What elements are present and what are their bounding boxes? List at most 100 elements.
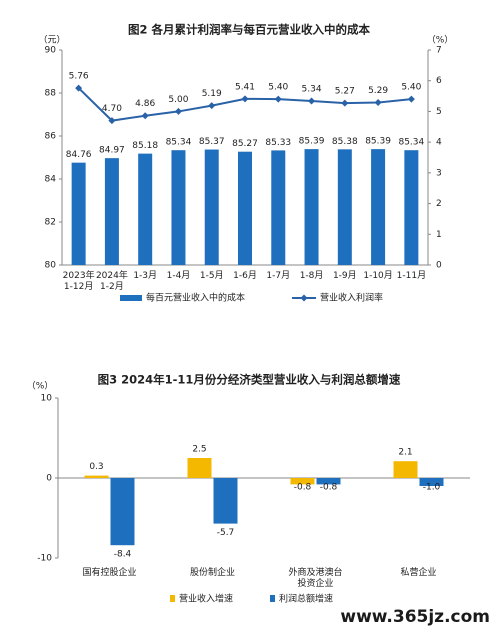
x-tick-label: 2024年 1-2月 (96, 269, 128, 292)
data-label: 0.3 (89, 462, 103, 472)
bar (337, 149, 352, 265)
y2-tick-label: 4 (436, 138, 442, 148)
y2-tick-label: 5 (436, 107, 442, 117)
marker (174, 107, 182, 115)
data-label: 85.34 (166, 138, 192, 148)
y2-tick-label: 2 (436, 199, 442, 209)
chart-title: 图3 2024年1-11月份分经济类型营业收入与利润总额增速 (98, 373, 401, 387)
x-tick-label: 股份制企业 (190, 566, 235, 578)
y-tick-label: 80 (45, 261, 57, 271)
marker (308, 97, 316, 105)
marker (374, 99, 382, 107)
bar (419, 478, 444, 486)
y-tick-label: 86 (45, 132, 57, 142)
data-label: 85.37 (199, 137, 225, 147)
y2-tick-label: 6 (436, 76, 442, 86)
data-label: 5.29 (368, 86, 388, 96)
marker (241, 95, 249, 103)
legend-swatch (300, 294, 308, 302)
y-tick-label: 0 (46, 474, 52, 484)
bar (171, 150, 186, 265)
y-tick-label: 10 (41, 394, 53, 404)
y-tick-label: 90 (45, 46, 57, 56)
data-label: 5.27 (335, 87, 355, 97)
bar (204, 149, 219, 265)
marker (341, 99, 349, 107)
y-tick-label: 84 (45, 175, 57, 185)
x-tick-label: 1-4月 (167, 270, 191, 281)
legend-label: 每百元营业收入中的成本 (146, 292, 245, 304)
data-label: -1.0 (423, 483, 441, 493)
y-tick-label: -10 (37, 554, 52, 564)
data-label: 5.34 (302, 84, 322, 94)
bar (290, 478, 315, 485)
data-label: 85.39 (365, 137, 391, 147)
y2-tick-label: 1 (436, 230, 442, 240)
marker (407, 95, 415, 103)
marker (141, 112, 149, 120)
x-tick-label: 2023年 1-12月 (63, 269, 95, 292)
data-label: 85.18 (132, 141, 158, 151)
data-label: 5.40 (268, 83, 288, 93)
data-label: 85.27 (232, 139, 258, 149)
y2-tick-label: 7 (436, 46, 442, 56)
data-label: -0.8 (320, 483, 338, 493)
bar (84, 475, 109, 478)
watermark: www.365jz.com (340, 607, 490, 627)
y2-axis-label: （%） (427, 35, 454, 46)
x-tick-label: 1-7月 (266, 270, 290, 281)
data-label: 5.76 (69, 72, 89, 82)
y-tick-label: 82 (45, 218, 56, 228)
bar (104, 158, 119, 265)
x-tick-label: 外商及港澳台投资企业 (288, 566, 342, 589)
data-label: 2.5 (192, 445, 206, 455)
legend-swatch (170, 595, 175, 602)
bar (316, 478, 341, 485)
data-label: 85.38 (332, 137, 358, 147)
x-tick-label: 1-11月 (397, 270, 426, 281)
x-tick-label: 国有控股企业 (82, 566, 136, 578)
legend-swatch (270, 595, 275, 602)
data-label: 5.40 (401, 83, 421, 93)
data-label: 4.86 (135, 99, 155, 109)
data-label: 85.34 (398, 138, 424, 148)
data-label: 85.33 (265, 138, 291, 148)
x-tick-label: 1-6月 (233, 270, 257, 281)
y2-tick-label: 0 (436, 261, 442, 271)
chart-title: 图2 各月累计利润率与每百元营业收入中的成本 (128, 23, 371, 37)
bar (138, 153, 153, 265)
line (77, 87, 412, 122)
marker (108, 117, 116, 125)
legend-label: 利润总额增速 (279, 593, 333, 605)
y-axis-label: （%） (27, 381, 54, 392)
data-label: 84.76 (66, 150, 92, 160)
data-label: 5.19 (202, 89, 222, 99)
bar (371, 149, 386, 265)
y-tick-label: 88 (45, 89, 57, 99)
x-tick-label: 1-3月 (133, 270, 157, 281)
data-label: -5.7 (217, 528, 235, 538)
x-tick-label: 1-5月 (200, 270, 224, 281)
data-label: 84.97 (99, 146, 125, 156)
marker (274, 95, 282, 103)
legend-label: 营业收入利润率 (320, 292, 383, 304)
bar (271, 150, 286, 265)
bar (393, 461, 418, 478)
bar (187, 458, 212, 478)
bar (213, 478, 238, 524)
x-tick-label: 1-8月 (300, 270, 324, 281)
bar (404, 150, 419, 265)
legend-label: 营业收入增速 (179, 593, 233, 605)
y-axis-label: （元） (38, 35, 65, 46)
data-label: 4.70 (102, 104, 122, 114)
data-label: 5.00 (168, 95, 188, 105)
bar (238, 151, 252, 265)
data-label: -8.4 (114, 550, 132, 560)
bar (304, 149, 319, 265)
x-tick-label: 1-10月 (363, 270, 392, 281)
bar (71, 162, 86, 265)
data-label: -0.8 (294, 483, 312, 493)
y2-tick-label: 3 (436, 168, 442, 178)
bar (110, 478, 135, 546)
